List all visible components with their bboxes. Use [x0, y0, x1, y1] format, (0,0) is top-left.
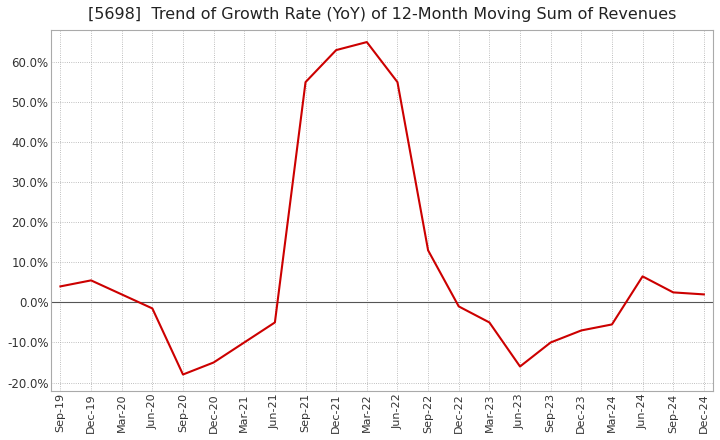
Title: [5698]  Trend of Growth Rate (YoY) of 12-Month Moving Sum of Revenues: [5698] Trend of Growth Rate (YoY) of 12-… [88, 7, 676, 22]
